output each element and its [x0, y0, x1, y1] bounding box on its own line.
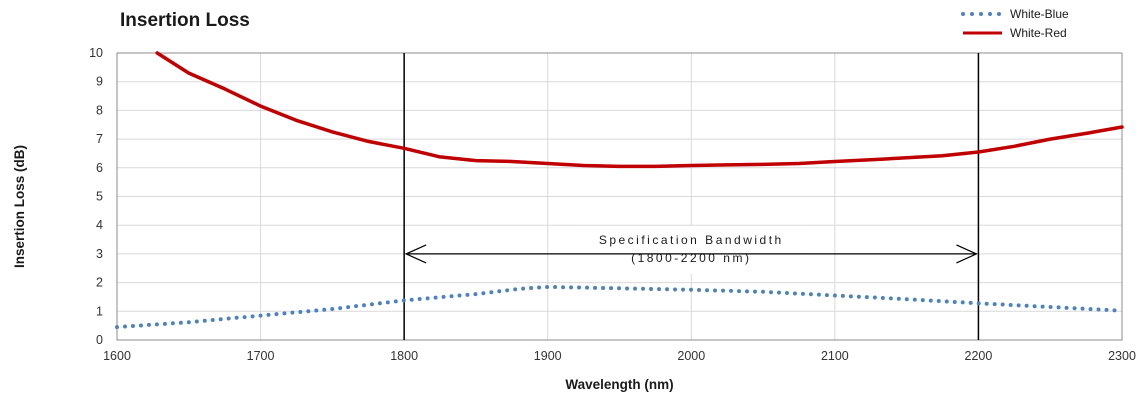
arrowhead-left: [404, 244, 427, 264]
plot-area: [116, 52, 1123, 341]
y-tick-label: 7: [96, 132, 103, 146]
y-tick-label: 1: [96, 304, 103, 318]
legend-label-white-red: White-Red: [1010, 26, 1067, 40]
x-tick-label: 2200: [965, 349, 993, 363]
bandwidth-annotation: Specification Bandwidth (1800-2200 nm): [404, 225, 978, 274]
x-tick-label: 2000: [677, 349, 705, 363]
grid-lines: [116, 52, 1123, 341]
x-axis-label: Wavelength (nm): [565, 377, 673, 392]
y-tick-label: 4: [96, 218, 103, 232]
x-tick-label: 2100: [821, 349, 849, 363]
legend-label-white-blue: White-Blue: [1010, 7, 1069, 21]
y-tick-label: 6: [96, 161, 103, 175]
x-tick-label: 1700: [247, 349, 275, 363]
series-line-white-red: [155, 51, 1124, 169]
y-axis-label: Insertion Loss (dB): [12, 145, 27, 268]
x-tick-label: 1600: [103, 349, 131, 363]
annotation-range: (1800-2200 nm): [631, 251, 751, 265]
y-tick-label: 3: [96, 247, 103, 261]
series-line-white-blue: [115, 284, 1124, 330]
y-tick-label: 8: [96, 103, 103, 117]
y-tick-label: 5: [96, 190, 103, 204]
x-tick-label: 1800: [390, 349, 418, 363]
axis-ticks: 1600 1700 1800 1900 2000 2100 2200 2300 0 1 2 3 4 5 6 7…: [89, 46, 1136, 363]
y-tick-label: 10: [89, 46, 103, 60]
annotation-background: [576, 225, 807, 274]
x-tick-label: 1900: [534, 349, 562, 363]
y-tick-label: 2: [96, 276, 103, 290]
arrowhead-right: [956, 244, 978, 264]
data-series: [115, 51, 1124, 330]
chart-title: Insertion Loss: [120, 10, 250, 31]
x-tick-label: 2300: [1108, 349, 1136, 363]
spec-boundary-lines: [403, 53, 980, 340]
y-tick-label: 0: [96, 333, 103, 347]
legend: White-Blue White-Red: [961, 7, 1069, 40]
y-tick-label: 9: [96, 75, 103, 89]
annotation-title: Specification Bandwidth: [599, 233, 784, 247]
